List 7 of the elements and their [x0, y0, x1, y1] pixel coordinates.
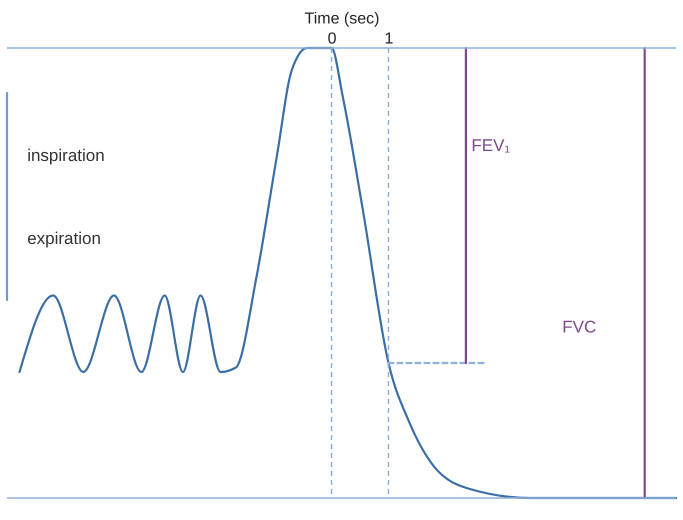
x-tick-label: 1 — [384, 30, 394, 48]
annotation: inspiration — [27, 146, 105, 165]
x-tick-label: 0 — [328, 30, 337, 48]
annotation: expiration — [27, 229, 101, 248]
annotation: FEV₁ — [471, 136, 510, 155]
x-axis-title: Time (sec) — [304, 10, 380, 28]
annotation: FVC — [562, 317, 596, 336]
